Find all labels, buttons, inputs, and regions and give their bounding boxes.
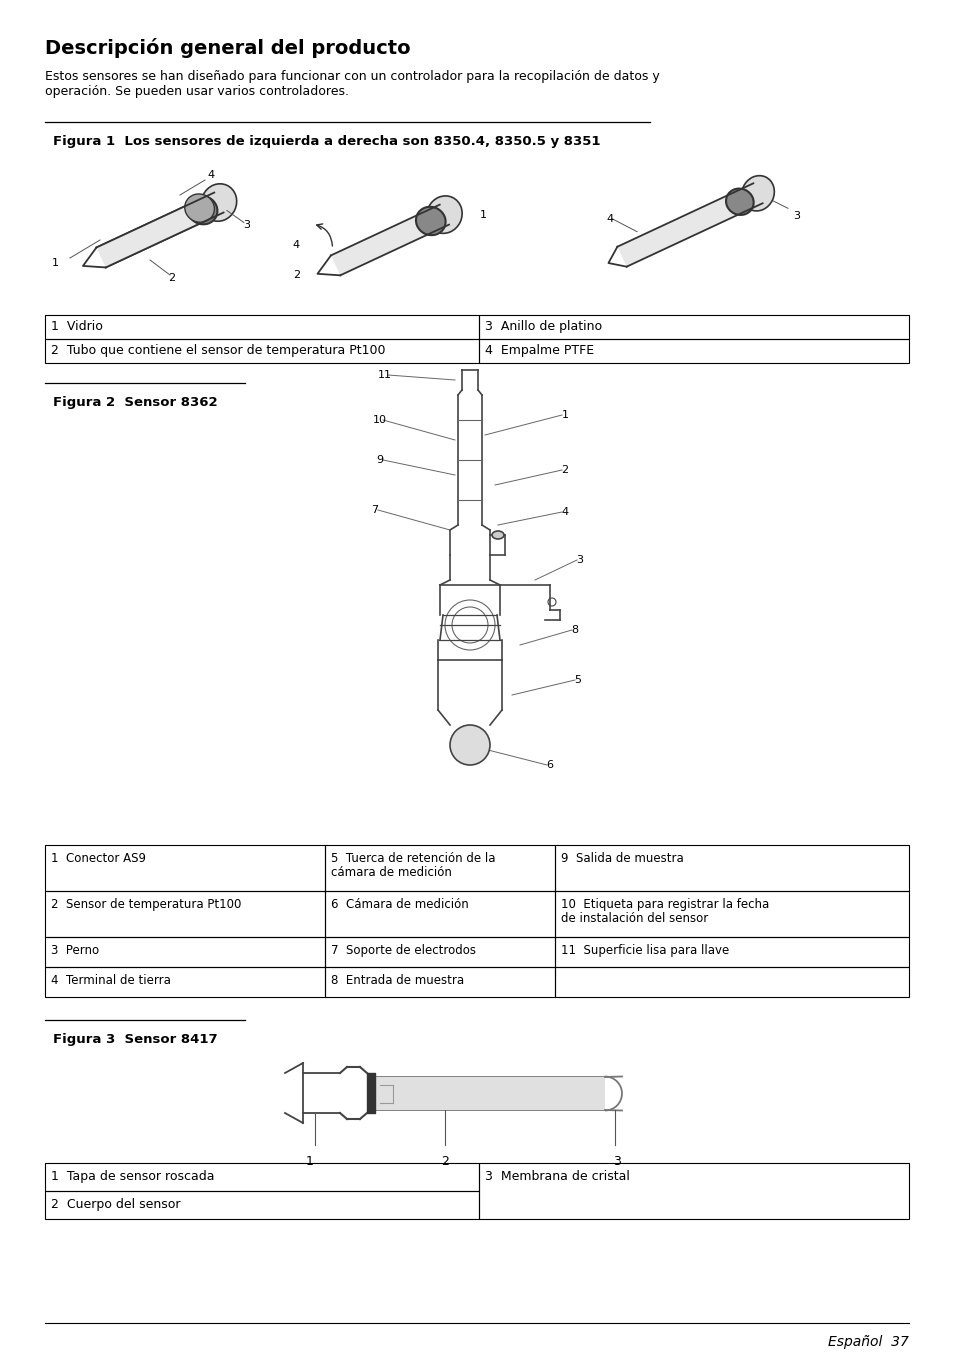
Text: 8: 8 <box>571 626 578 635</box>
Text: 3  Membrana de cristal: 3 Membrana de cristal <box>484 1170 629 1183</box>
Bar <box>325 967 555 997</box>
Text: 1: 1 <box>51 259 58 268</box>
Text: 4: 4 <box>606 214 613 223</box>
Text: 9: 9 <box>376 455 383 464</box>
Polygon shape <box>331 204 449 275</box>
Bar <box>325 891 555 937</box>
Bar <box>45 1163 478 1192</box>
Bar <box>375 1076 604 1110</box>
Bar <box>478 338 908 363</box>
Bar <box>478 315 908 338</box>
Text: 2: 2 <box>169 274 175 283</box>
Ellipse shape <box>201 184 236 221</box>
Text: 3: 3 <box>576 555 583 565</box>
Polygon shape <box>617 183 761 267</box>
Text: cámara de medición: cámara de medición <box>331 867 452 879</box>
Bar <box>45 315 478 338</box>
Bar <box>555 967 908 997</box>
Text: 1  Vidrio: 1 Vidrio <box>51 320 103 333</box>
Text: 6  Cámara de medición: 6 Cámara de medición <box>331 898 468 911</box>
Text: 2: 2 <box>561 464 568 475</box>
Text: 1: 1 <box>561 410 568 420</box>
Bar <box>45 891 325 937</box>
Text: 10: 10 <box>373 414 387 425</box>
Ellipse shape <box>725 188 753 215</box>
Bar <box>45 1192 478 1219</box>
Text: Estos sensores se han diseñado para funcionar con un controlador para la recopil: Estos sensores se han diseñado para func… <box>45 70 659 97</box>
Text: Español  37: Español 37 <box>827 1335 908 1349</box>
Text: 1: 1 <box>478 210 486 219</box>
Text: 5  Tuerca de retención de la: 5 Tuerca de retención de la <box>331 852 495 865</box>
Text: 4  Terminal de tierra: 4 Terminal de tierra <box>51 974 171 987</box>
Bar <box>45 338 478 363</box>
Text: 2: 2 <box>440 1155 449 1169</box>
Ellipse shape <box>416 207 445 236</box>
Text: 2  Cuerpo del sensor: 2 Cuerpo del sensor <box>51 1198 180 1210</box>
Text: 7: 7 <box>371 505 378 515</box>
Text: 1: 1 <box>306 1155 314 1169</box>
Text: 5: 5 <box>574 676 581 685</box>
Text: 3  Perno: 3 Perno <box>51 944 99 957</box>
Text: Figura 3  Sensor 8417: Figura 3 Sensor 8417 <box>53 1033 217 1047</box>
Text: 3: 3 <box>613 1155 620 1169</box>
Text: 11  Superficie lisa para llave: 11 Superficie lisa para llave <box>560 944 728 957</box>
Text: 3: 3 <box>243 219 250 230</box>
Text: 1  Tapa de sensor roscada: 1 Tapa de sensor roscada <box>51 1170 214 1183</box>
Ellipse shape <box>426 196 461 233</box>
Text: 4: 4 <box>207 171 213 180</box>
Ellipse shape <box>450 724 490 765</box>
Text: 7  Soporte de electrodos: 7 Soporte de electrodos <box>331 944 476 957</box>
Bar <box>555 891 908 937</box>
Text: 4  Empalme PTFE: 4 Empalme PTFE <box>484 344 594 357</box>
Bar <box>45 845 325 891</box>
Text: 2: 2 <box>294 271 300 280</box>
Bar <box>478 1163 908 1219</box>
Text: 2  Tubo que contiene el sensor de temperatura Pt100: 2 Tubo que contiene el sensor de tempera… <box>51 344 385 357</box>
Ellipse shape <box>740 176 774 211</box>
Ellipse shape <box>185 194 214 222</box>
Polygon shape <box>96 192 223 268</box>
Bar <box>325 937 555 967</box>
Text: Figura 2  Sensor 8362: Figura 2 Sensor 8362 <box>53 395 217 409</box>
Text: 4: 4 <box>292 241 299 250</box>
Bar <box>555 937 908 967</box>
Ellipse shape <box>188 196 217 225</box>
Text: 3: 3 <box>792 211 800 221</box>
Text: de instalación del sensor: de instalación del sensor <box>560 913 707 925</box>
Text: Descripción general del producto: Descripción general del producto <box>45 38 410 58</box>
Text: 8  Entrada de muestra: 8 Entrada de muestra <box>331 974 464 987</box>
Text: Figura 1  Los sensores de izquierda a derecha son 8350.4, 8350.5 y 8351: Figura 1 Los sensores de izquierda a der… <box>53 135 599 148</box>
Bar <box>45 937 325 967</box>
Ellipse shape <box>492 531 503 539</box>
Text: 9  Salida de muestra: 9 Salida de muestra <box>560 852 683 865</box>
Text: 3  Anillo de platino: 3 Anillo de platino <box>484 320 601 333</box>
Bar <box>325 845 555 891</box>
Bar <box>555 845 908 891</box>
Text: 4: 4 <box>561 506 568 517</box>
Text: 6: 6 <box>546 760 553 770</box>
Text: 2  Sensor de temperatura Pt100: 2 Sensor de temperatura Pt100 <box>51 898 241 911</box>
Text: 10  Etiqueta para registrar la fecha: 10 Etiqueta para registrar la fecha <box>560 898 768 911</box>
Text: 11: 11 <box>377 370 392 380</box>
Text: 1  Conector AS9: 1 Conector AS9 <box>51 852 146 865</box>
Bar <box>45 967 325 997</box>
